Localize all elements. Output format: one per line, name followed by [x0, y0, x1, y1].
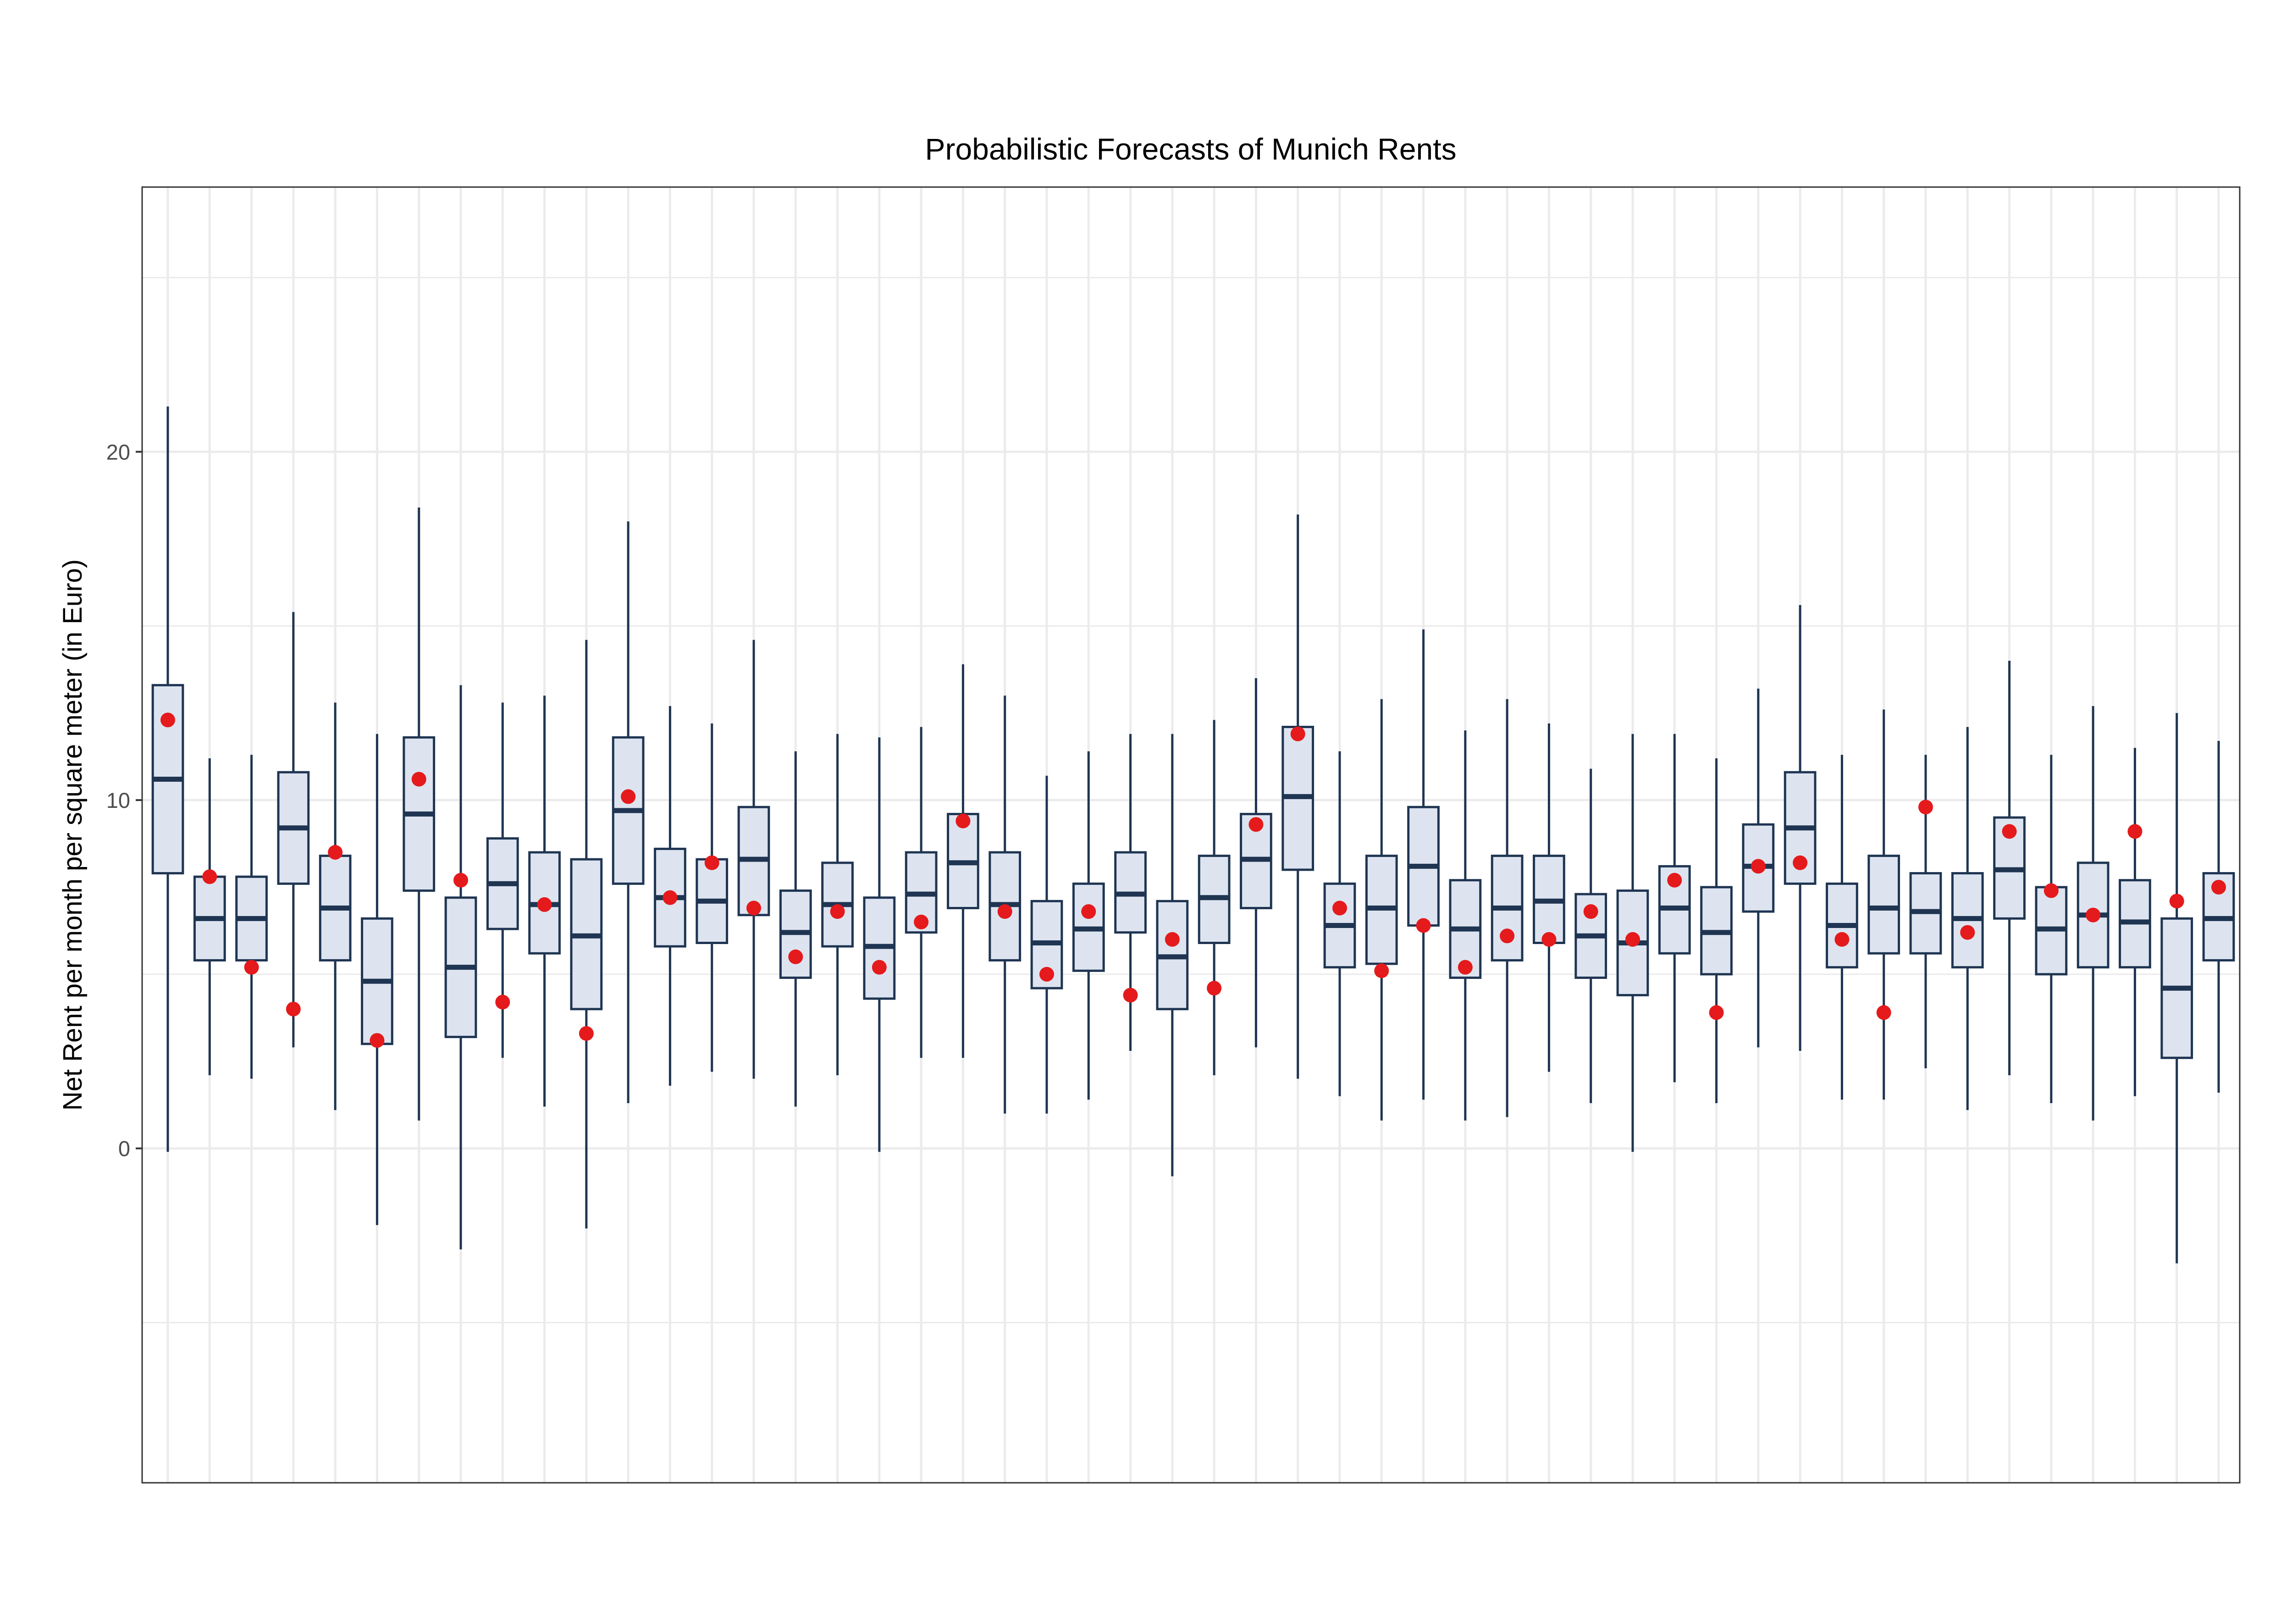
observed-point-32 — [1458, 960, 1473, 975]
observed-point-27 — [1248, 817, 1264, 832]
y-tick-label: 20 — [106, 440, 130, 464]
forecast-box-3 — [235, 755, 268, 1079]
forecast-box-18 — [863, 737, 896, 1152]
observed-point-35 — [1583, 904, 1598, 919]
observed-point-36 — [1625, 932, 1640, 947]
y-tick-label: 0 — [118, 1137, 130, 1161]
observed-point-16 — [788, 949, 803, 964]
observed-point-44 — [1960, 925, 1975, 940]
forecast-box-37 — [1658, 734, 1691, 1083]
observed-point-8 — [453, 873, 468, 888]
observed-point-42 — [1876, 1005, 1891, 1020]
observed-point-9 — [495, 994, 510, 1010]
forecast-box-38 — [1700, 758, 1733, 1103]
forecast-box-25 — [1156, 734, 1189, 1177]
observed-point-11 — [579, 1026, 594, 1041]
forecast-box-29 — [1323, 751, 1356, 1096]
forecast-box-24 — [1114, 734, 1147, 1051]
box-series — [151, 406, 2235, 1264]
observed-point-12 — [621, 789, 636, 804]
observed-point-7 — [411, 772, 426, 787]
forecast-box-42 — [1867, 709, 1900, 1100]
forecast-box-9 — [486, 702, 519, 1058]
observed-point-26 — [1207, 981, 1222, 996]
forecast-box-43 — [1909, 755, 1942, 1068]
interquartile-box — [1867, 855, 1900, 955]
forecast-box-22 — [1030, 775, 1063, 1114]
forecast-box-15 — [737, 640, 770, 1079]
observed-point-40 — [1793, 855, 1808, 870]
observed-point-31 — [1416, 918, 1431, 933]
observed-point-1 — [160, 713, 175, 728]
forecast-box-48 — [2119, 748, 2151, 1096]
observed-point-38 — [1709, 1005, 1724, 1020]
forecast-box-13 — [654, 706, 686, 1086]
forecast-box-34 — [1533, 723, 1565, 1072]
observed-point-13 — [663, 890, 678, 905]
forecast-box-16 — [779, 751, 812, 1107]
observed-point-45 — [2002, 824, 2017, 839]
forecast-box-12 — [612, 521, 645, 1103]
observed-point-47 — [2086, 907, 2101, 922]
forecast-box-11 — [570, 640, 603, 1229]
forecast-box-28 — [1281, 514, 1314, 1079]
observed-point-21 — [997, 904, 1012, 919]
observed-point-37 — [1667, 873, 1682, 888]
forecast-box-8 — [444, 685, 477, 1250]
forecast-box-5 — [319, 702, 352, 1110]
observed-point-49 — [2169, 894, 2184, 909]
observed-point-29 — [1332, 900, 1347, 916]
forecast-box-44 — [1951, 727, 1984, 1110]
panel-border — [141, 186, 2241, 1484]
forecast-box-41 — [1826, 755, 1858, 1100]
observed-point-25 — [1165, 932, 1180, 947]
y-axis: 0 10 20 — [106, 440, 142, 1161]
forecast-box-6 — [361, 734, 393, 1225]
forecast-box-7 — [403, 507, 436, 1121]
forecast-box-45 — [1993, 661, 2026, 1076]
observed-point-22 — [1039, 967, 1054, 982]
observed-point-30 — [1374, 963, 1389, 978]
observed-point-39 — [1751, 859, 1766, 874]
observed-point-17 — [830, 904, 845, 919]
observed-point-41 — [1834, 932, 1850, 947]
observed-point-15 — [746, 900, 761, 916]
observed-point-50 — [2211, 879, 2226, 895]
observed-point-43 — [1918, 800, 1933, 815]
observed-point-20 — [955, 813, 971, 829]
observed-point-6 — [370, 1033, 385, 1048]
observed-point-48 — [2127, 824, 2143, 839]
observed-point-46 — [2043, 883, 2059, 898]
observed-point-14 — [704, 855, 719, 870]
observed-point-3 — [244, 960, 259, 975]
observed-point-34 — [1541, 932, 1557, 947]
observed-point-24 — [1123, 988, 1138, 1003]
y-axis-title: Net Rent per month per square meter (in … — [58, 559, 88, 1110]
observed-point-33 — [1500, 928, 1515, 944]
observed-point-4 — [286, 1001, 301, 1016]
y-tick-label: 10 — [106, 788, 130, 812]
observed-point-28 — [1290, 726, 1305, 741]
observed-point-23 — [1081, 904, 1096, 919]
forecast-box-26 — [1198, 720, 1231, 1076]
forecast-box-46 — [2035, 755, 2068, 1103]
forecast-box-4 — [277, 612, 310, 1048]
observed-point-18 — [872, 960, 887, 975]
observed-point-5 — [328, 845, 343, 860]
forecast-box-49 — [2160, 713, 2193, 1264]
observed-point-19 — [914, 914, 929, 929]
forecast-box-14 — [696, 723, 729, 1072]
chart-title: Probabilistic Forecasts of Munich Rents — [925, 132, 1456, 166]
observed-point-2 — [202, 869, 217, 884]
observed-point-10 — [537, 897, 552, 912]
forecast-box-23 — [1072, 751, 1105, 1100]
observed-points — [160, 713, 2226, 1048]
forecast-box-35 — [1574, 768, 1607, 1103]
